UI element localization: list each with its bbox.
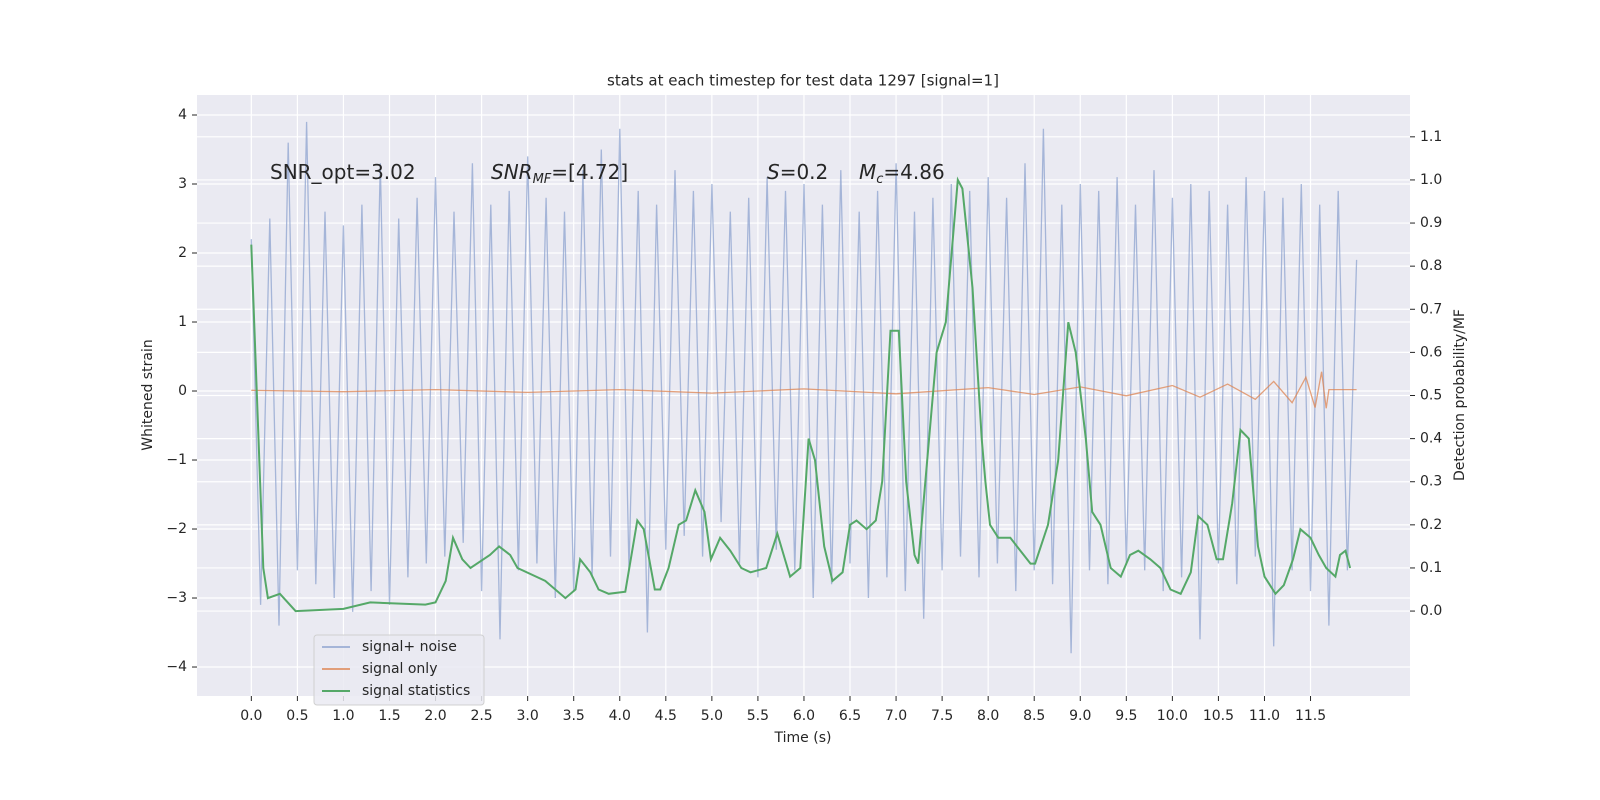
y-tick-label: 1 xyxy=(178,314,187,330)
x-tick-label: 11.0 xyxy=(1249,708,1280,724)
y2-tick-label: 1.1 xyxy=(1420,129,1442,145)
annotation-text: S xyxy=(767,160,780,184)
x-tick-label: 9.5 xyxy=(1115,708,1137,724)
y2-tick-label: 1.0 xyxy=(1420,172,1442,188)
x-tick-label: 11.5 xyxy=(1295,708,1326,724)
y2-tick-label: 0.5 xyxy=(1420,388,1442,404)
series-line xyxy=(250,176,1352,613)
annotation-sub: c xyxy=(876,172,883,187)
x-tick-label: 4.0 xyxy=(609,708,631,724)
y2-tick-label: 0.7 xyxy=(1420,301,1442,317)
y-tick-label: −3 xyxy=(166,590,187,606)
x-axis-label: Time (s) xyxy=(774,730,832,746)
x-tick-label: 5.0 xyxy=(701,708,723,724)
legend-label: signal+ noise xyxy=(362,639,457,655)
x-tick-label: 3.5 xyxy=(563,708,585,724)
annotation: SNRMF=[4.72] xyxy=(491,160,628,187)
x-tick-label: 2.5 xyxy=(470,708,492,724)
y-tick-label: 0 xyxy=(178,383,187,399)
legend-box xyxy=(313,634,485,706)
y-tick-label: −2 xyxy=(166,521,187,537)
labels: 0.0 0.5 1.0 1.5 2.0 2.5 3.0 3.5 4.0 4.5 5.0 5.5 6.0 6… xyxy=(166,107,1442,724)
y2-tick-label: 0.6 xyxy=(1420,344,1442,360)
annotation-text: =[4.72] xyxy=(551,160,628,184)
x-tick-label: 4.5 xyxy=(655,708,677,724)
series-line xyxy=(250,121,1358,654)
y-axis-label: Whitened strain xyxy=(140,339,156,450)
y-tick-label: −4 xyxy=(166,659,187,675)
annotation: SNR_opt=3.02 xyxy=(270,160,416,184)
x-tick-label: 9.0 xyxy=(1069,708,1091,724)
y-tick-label: 4 xyxy=(178,107,187,123)
x-tick-label: 7.5 xyxy=(931,708,953,724)
y2-axis-label: Detection probability/MF xyxy=(1452,309,1468,481)
y2-tick-label: 0.3 xyxy=(1420,474,1442,490)
series-line xyxy=(251,371,1357,409)
x-tick-label: 10.0 xyxy=(1157,708,1188,724)
annotation: Mc=4.86 xyxy=(859,160,945,187)
annotation-text: M xyxy=(859,160,876,184)
annotation-sub: MF xyxy=(533,172,552,187)
x-tick-label: 6.0 xyxy=(793,708,815,724)
annotation-text: =4.86 xyxy=(883,160,944,184)
y2-tick-label: 0.4 xyxy=(1420,431,1442,447)
chart-title: stats at each timestep for test data 129… xyxy=(607,72,999,90)
y2-tick-label: 0.0 xyxy=(1420,603,1442,619)
legend-label: signal statistics xyxy=(362,683,470,699)
x-tick-label: 8.5 xyxy=(1023,708,1045,724)
annotation: S=0.2 xyxy=(767,160,828,184)
x-tick-label: 5.5 xyxy=(747,708,769,724)
x-tick-label: 1.0 xyxy=(332,708,354,724)
x-tick-label: 0.5 xyxy=(286,708,308,724)
y2-tick-label: 0.9 xyxy=(1420,215,1442,231)
x-tick-label: 7.0 xyxy=(885,708,907,724)
x-tick-label: 2.0 xyxy=(424,708,446,724)
x-tick-label: 8.0 xyxy=(977,708,999,724)
marks xyxy=(250,121,1358,654)
y-tick-label: −1 xyxy=(166,452,187,468)
y2-tick-label: 0.2 xyxy=(1420,517,1442,533)
x-tick-label: 0.0 xyxy=(240,708,262,724)
y2-tick-label: 0.1 xyxy=(1420,560,1442,576)
y-tick-label: 2 xyxy=(178,245,187,261)
annotation-text: =0.2 xyxy=(780,160,829,184)
legend: signal+ noise signal only signal statistic… xyxy=(313,634,485,706)
x-tick-label: 6.5 xyxy=(839,708,861,724)
x-tick-label: 3.0 xyxy=(517,708,539,724)
x-tick-label: 10.5 xyxy=(1203,708,1234,724)
legend-label: signal only xyxy=(362,661,437,677)
y-tick-label: 3 xyxy=(178,176,187,192)
x-tick-label: 1.5 xyxy=(378,708,400,724)
annotation-text: SNR_opt=3.02 xyxy=(270,160,416,184)
y2-tick-label: 0.8 xyxy=(1420,258,1442,274)
annotation-text: SNR xyxy=(491,160,533,184)
